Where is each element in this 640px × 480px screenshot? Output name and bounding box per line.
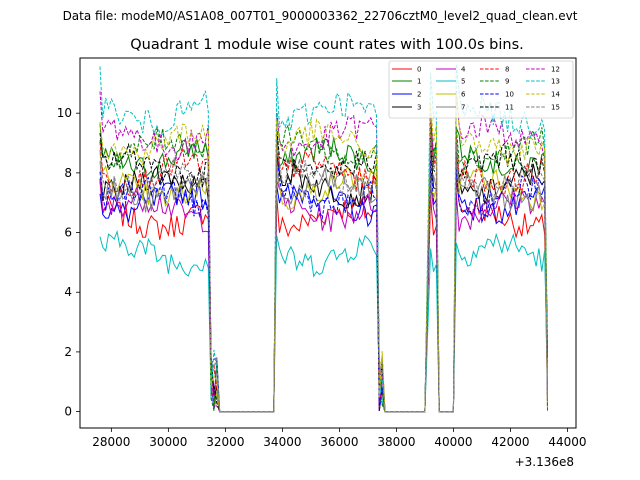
x-tick-label: 30000 <box>149 435 187 449</box>
series-line-14 <box>99 92 548 413</box>
y-tick-label: 0 <box>64 405 72 419</box>
chart-title: Quadrant 1 module wise count rates with … <box>130 37 524 53</box>
legend-label-10: 10 <box>505 91 514 99</box>
x-tick-label: 40000 <box>434 435 472 449</box>
series-line-15 <box>99 138 548 413</box>
legend-label-1: 1 <box>417 78 421 86</box>
series-line-0 <box>99 179 548 413</box>
legend-label-11: 11 <box>505 104 514 112</box>
x-tick-label: 32000 <box>206 435 244 449</box>
x-tick-label: 28000 <box>92 435 130 449</box>
plot-lines <box>99 64 548 413</box>
legend-label-8: 8 <box>505 66 509 74</box>
y-tick-label: 6 <box>64 226 72 240</box>
x-tick-label: 42000 <box>491 435 529 449</box>
series-line-7 <box>99 156 548 413</box>
y-tick-label: 2 <box>64 345 72 359</box>
legend-label-12: 12 <box>551 66 560 74</box>
legend-label-7: 7 <box>461 104 465 112</box>
x-axis-offset-label: +3.136e8 <box>515 455 574 469</box>
series-line-6 <box>99 153 548 413</box>
x-tick-label: 38000 <box>377 435 415 449</box>
legend-label-14: 14 <box>551 91 560 99</box>
legend-label-0: 0 <box>417 66 421 74</box>
legend-label-6: 6 <box>461 91 466 99</box>
y-tick-label: 10 <box>57 106 72 120</box>
series-line-4 <box>99 178 548 413</box>
legend-label-4: 4 <box>461 66 466 74</box>
plot-frame <box>79 57 577 429</box>
series-line-5 <box>99 229 548 413</box>
legend-label-15: 15 <box>551 104 560 112</box>
legend-label-9: 9 <box>505 78 509 86</box>
legend-label-5: 5 <box>461 78 465 86</box>
series-line-1 <box>99 118 548 413</box>
x-axis: 28000 30000 32000 34000 36000 38000 40000 42000… <box>92 428 587 449</box>
y-axis: 0 2 4 6 8 10 <box>57 106 80 419</box>
chart-suptitle: Data file: modeM0/AS1A08_007T01_90000033… <box>63 9 578 23</box>
x-tick-label: 34000 <box>263 435 301 449</box>
y-tick-label: 8 <box>64 166 72 180</box>
legend-label-2: 2 <box>417 91 421 99</box>
series-line-11 <box>99 127 548 413</box>
x-tick-label: 36000 <box>320 435 358 449</box>
series-line-10 <box>99 151 548 413</box>
legend-frame <box>388 60 574 119</box>
legend-label-3: 3 <box>417 104 421 112</box>
y-tick-label: 4 <box>64 285 72 299</box>
x-tick-label: 44000 <box>548 435 586 449</box>
legend-label-13: 13 <box>551 78 560 86</box>
series-line-12 <box>99 90 548 413</box>
